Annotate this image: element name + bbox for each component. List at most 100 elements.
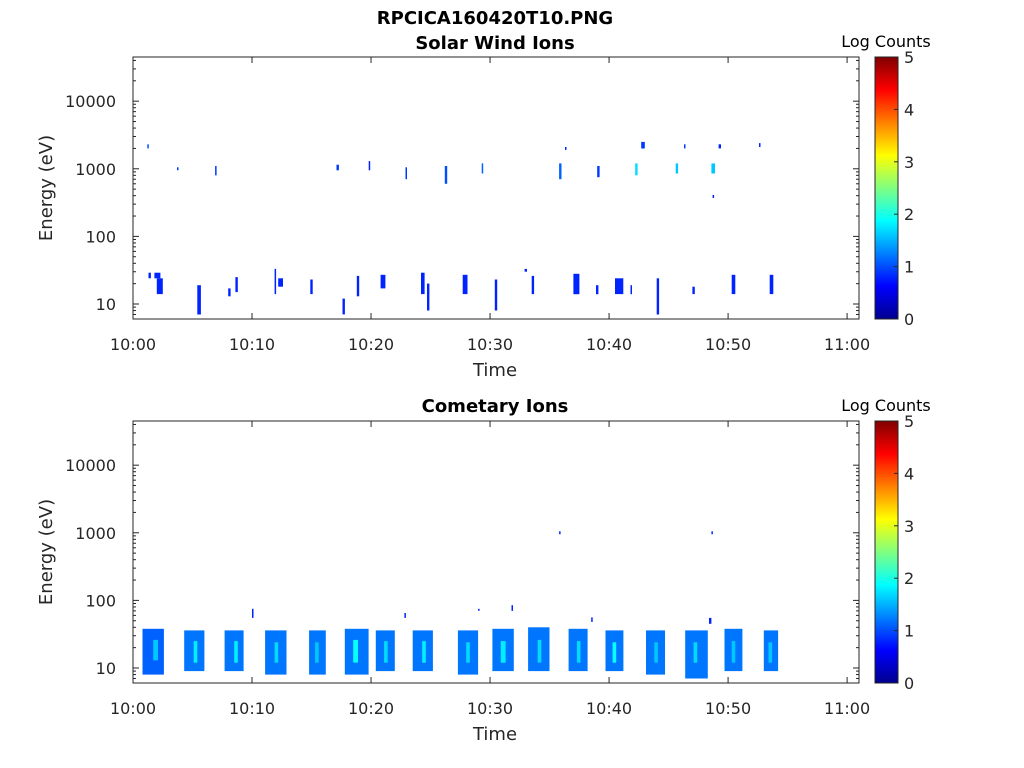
heatmap-cell — [147, 144, 149, 149]
heatmap-cell — [368, 161, 371, 171]
heatmap-cell — [565, 147, 567, 150]
cometary-colorbar-label: Log Counts — [841, 396, 931, 415]
heatmap-cell — [356, 275, 360, 297]
colorbar-gradient — [874, 56, 899, 320]
x-tick-label: 10:00 — [110, 699, 156, 718]
x-tick-label: 10:50 — [705, 335, 751, 354]
x-tick-label: 10:40 — [586, 699, 632, 718]
y-tick-label: 1000 — [75, 160, 116, 179]
heatmap-cell — [494, 279, 498, 311]
heatmap-cell — [711, 531, 713, 535]
heatmap-cell — [675, 163, 679, 174]
heatmap-cell — [310, 279, 313, 295]
heatmap-cell — [156, 278, 163, 295]
heatmap-cell — [511, 605, 513, 611]
colorbar-tick-label: 1 — [904, 258, 914, 277]
heatmap-cell — [573, 273, 580, 295]
heatmap-cell — [197, 285, 201, 315]
heatmap-cell — [769, 274, 774, 295]
heatmap-cell — [427, 283, 430, 311]
heatmap-cell — [315, 642, 319, 663]
x-tick-label: 10:20 — [348, 335, 394, 354]
solar-wind-cells — [147, 141, 774, 315]
x-tick-label: 10:00 — [110, 335, 156, 354]
heatmap-cell — [654, 642, 658, 663]
heatmap-cell — [234, 641, 238, 663]
solar-wind-x-axis: 10:00 10:10 10:20 10:30 10:40 10:50 11:00 — [110, 57, 870, 354]
x-tick-label: 11:00 — [824, 335, 870, 354]
heatmap-cell — [422, 641, 426, 663]
heatmap-cell — [336, 164, 339, 171]
colorbar-tick-label: 2 — [904, 205, 914, 224]
y-tick-label: 10000 — [65, 456, 116, 475]
colorbar-tick-label: 5 — [904, 412, 914, 431]
heatmap-cell — [224, 630, 244, 672]
heatmap-cell — [559, 531, 561, 535]
heatmap-cell — [576, 641, 581, 663]
heatmap-cell — [404, 613, 406, 618]
heatmap-cell — [615, 278, 624, 295]
colorbar-tick-label: 5 — [904, 48, 914, 67]
colorbar-tick-label: 1 — [904, 622, 914, 641]
figure-title: RPCICA160420T10.PNG — [377, 8, 613, 29]
solar-wind-y-label: Energy (eV) — [36, 135, 57, 241]
x-tick-label: 10:10 — [229, 335, 275, 354]
heatmap-cell — [478, 608, 480, 611]
solar-wind-x-label: Time — [472, 360, 517, 381]
x-tick-label: 10:50 — [705, 699, 751, 718]
heatmap-cell — [731, 274, 736, 295]
heatmap-cell — [342, 298, 345, 315]
heatmap-cell — [712, 195, 715, 198]
heatmap-cell — [768, 642, 773, 663]
cometary-y-axis: 10 100 1000 10000 — [65, 423, 859, 684]
heatmap-cell — [154, 272, 161, 279]
heatmap-cell — [353, 639, 358, 663]
cometary-panel: Cometary Ions 10:00 10:10 10:20 10:30 10:40 1… — [36, 396, 931, 745]
heatmap-cell — [718, 144, 721, 149]
y-tick-label: 10000 — [65, 92, 116, 111]
heatmap-cell — [384, 641, 388, 663]
heatmap-cell — [537, 639, 542, 663]
heatmap-cell — [531, 275, 535, 295]
heatmap-cell — [596, 285, 599, 295]
heatmap-cell — [597, 166, 600, 178]
cometary-x-axis: 10:00 10:10 10:20 10:30 10:40 10:50 11:00 — [110, 421, 870, 718]
heatmap-cell — [641, 141, 645, 149]
cometary-cells — [142, 531, 779, 679]
colorbar-tick-label: 0 — [904, 310, 914, 329]
cometary-x-label: Time — [472, 724, 517, 745]
heatmap-cell — [405, 167, 407, 180]
heatmap-cell — [278, 278, 283, 287]
solar-wind-title: Solar Wind Ions — [415, 33, 574, 54]
heatmap-cell — [591, 617, 593, 622]
colorbar-gradient — [874, 420, 899, 684]
colorbar-tick-label: 3 — [904, 153, 914, 172]
x-tick-label: 11:00 — [824, 699, 870, 718]
heatmap-cell — [193, 641, 198, 663]
heatmap-cell — [481, 163, 484, 174]
heatmap-cell — [684, 144, 686, 149]
heatmap-cell — [466, 642, 470, 663]
y-tick-label: 1000 — [75, 524, 116, 543]
heatmap-cell — [711, 163, 715, 174]
heatmap-cell — [709, 617, 712, 624]
x-tick-label: 10:10 — [229, 699, 275, 718]
y-tick-label: 10 — [96, 659, 116, 678]
x-tick-label: 10:30 — [467, 699, 513, 718]
colorbar-tick-label: 0 — [904, 674, 914, 693]
solar-wind-y-axis: 10 100 1000 10000 — [65, 59, 859, 320]
solar-wind-colorbar-label: Log Counts — [841, 32, 931, 51]
heatmap-cell — [500, 641, 506, 663]
x-tick-label: 10:30 — [467, 335, 513, 354]
heatmap-cell — [228, 288, 231, 297]
colorbar-tick-label: 2 — [904, 569, 914, 588]
y-tick-label: 100 — [85, 591, 116, 610]
heatmap-cell — [759, 143, 761, 147]
heatmap-cell — [177, 167, 179, 171]
heatmap-cell — [693, 642, 698, 663]
x-tick-label: 10:20 — [348, 699, 394, 718]
heatmap-cell — [462, 274, 468, 295]
heatmap-cell — [630, 285, 632, 295]
solar-wind-colorbar: 0 1 2 3 4 5 — [874, 48, 914, 329]
x-tick-label: 10:40 — [586, 335, 632, 354]
